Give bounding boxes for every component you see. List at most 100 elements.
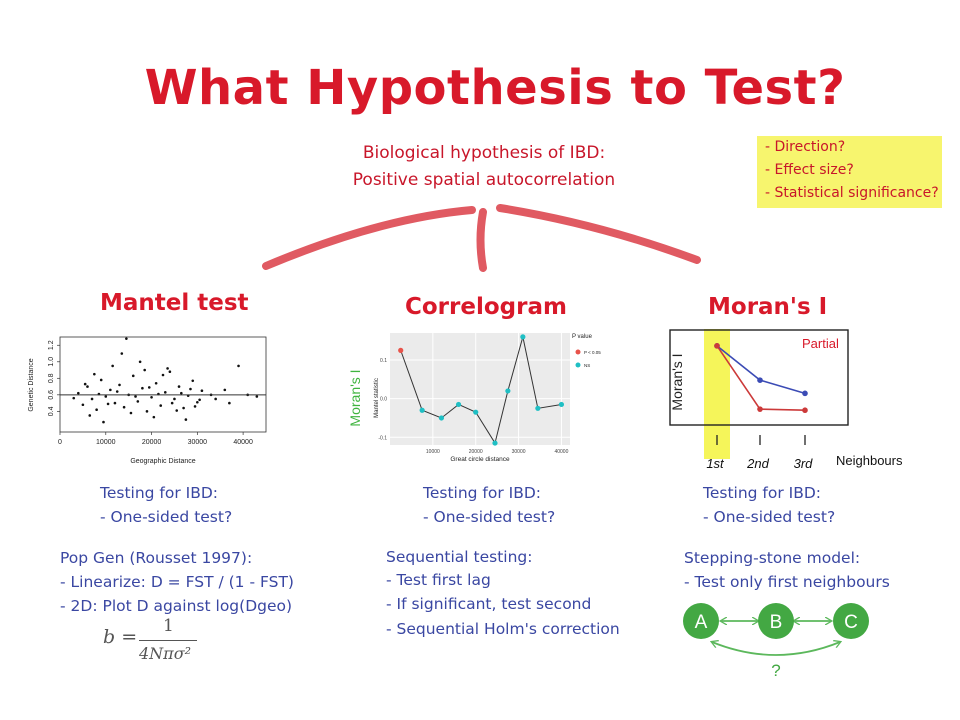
legend-marker-ns bbox=[575, 362, 581, 368]
correlogram-testing-2: - One-sided test? bbox=[423, 508, 556, 526]
moran-note-2: - Test only first neighbours bbox=[684, 573, 890, 591]
scatter-point bbox=[109, 388, 112, 392]
scatter-point bbox=[182, 406, 185, 410]
mantel-scatter-plot: 0 10000 20000 30000 40000 0.4 0.6 0.8 1.0 1.2 Ge… bbox=[28, 336, 267, 465]
scatter-point bbox=[189, 387, 192, 391]
scatter-point bbox=[131, 374, 135, 378]
page-title: What Hypothesis to Test? bbox=[144, 60, 846, 116]
heading-mantel: Mantel test bbox=[100, 290, 249, 316]
correlogram-point bbox=[398, 347, 404, 353]
scatter-point bbox=[125, 337, 128, 340]
correlogram-note-3: - If significant, test second bbox=[386, 595, 592, 613]
legend-label-significant: P < 0.05 bbox=[584, 350, 601, 355]
scatter-xtick-label: 30000 bbox=[188, 439, 208, 446]
branch-center bbox=[476, 208, 487, 272]
legend-marker-significant bbox=[575, 349, 581, 355]
scatter-point bbox=[118, 383, 121, 387]
scatter-point bbox=[143, 368, 146, 372]
scatter-point bbox=[138, 360, 142, 364]
scatter-point bbox=[99, 378, 103, 382]
node-b bbox=[758, 603, 794, 639]
scatter-ytick-label: 0.8 bbox=[48, 373, 55, 383]
correlogram-point bbox=[505, 388, 511, 394]
scatter-point bbox=[104, 395, 108, 398]
scatter-point bbox=[175, 409, 179, 412]
moran-point bbox=[802, 407, 808, 414]
correlogram-testing-1: Testing for IBD: bbox=[423, 484, 542, 502]
scatter-point bbox=[150, 396, 153, 399]
scatter-point bbox=[115, 390, 119, 393]
scatter-point bbox=[90, 397, 94, 401]
hypothesis-line2: Positive spatial autocorrelation bbox=[352, 170, 616, 190]
node-c bbox=[833, 603, 869, 639]
scatter-point bbox=[214, 397, 217, 401]
scatter-ytick-label: 1.0 bbox=[48, 357, 55, 367]
scatter-point bbox=[141, 386, 144, 390]
mantel-note-3: - 2D: Plot D against log(Dgeo) bbox=[60, 597, 293, 615]
mantel-testing-2: - One-sided test? bbox=[100, 508, 233, 526]
correlogram-point bbox=[419, 407, 425, 413]
node-c-label: C bbox=[844, 612, 858, 633]
scatter-point bbox=[122, 405, 126, 409]
correlogram-xtick-label: 40000 bbox=[554, 449, 568, 455]
correlogram-point bbox=[492, 440, 498, 446]
question-mark: ? bbox=[771, 661, 780, 680]
legend-label-ns: NS bbox=[584, 363, 590, 368]
scatter-point bbox=[95, 408, 98, 411]
scatter-point bbox=[200, 389, 204, 392]
scatter-point bbox=[145, 410, 149, 413]
correlogram-xtick-label: 10000 bbox=[426, 449, 440, 455]
scatter-point bbox=[136, 400, 140, 403]
moran-annotation: Partial bbox=[802, 336, 839, 351]
scatter-point bbox=[170, 401, 174, 405]
correlogram-xtick-label: 30000 bbox=[512, 449, 526, 455]
scatter-point bbox=[93, 372, 96, 376]
mantel-note-2: - Linearize: D = FST / (1 - FST) bbox=[60, 573, 294, 591]
moran-xtick-label: 2nd bbox=[746, 456, 769, 471]
correlogram-point bbox=[438, 415, 445, 421]
correlogram-point bbox=[535, 405, 541, 411]
moran-point bbox=[802, 390, 808, 397]
scatter-point bbox=[147, 386, 151, 389]
scatter-point bbox=[193, 405, 197, 408]
scatter-point bbox=[191, 379, 195, 383]
moran-series-line-1 bbox=[716, 345, 806, 395]
scatter-frame bbox=[59, 336, 267, 433]
scatter-point bbox=[86, 385, 89, 388]
moran-point bbox=[757, 406, 763, 412]
node-a bbox=[683, 603, 719, 639]
correlogram-note-4: - Sequential Holm's correction bbox=[386, 620, 620, 638]
moran-frame bbox=[669, 329, 849, 426]
scatter-point bbox=[223, 388, 227, 392]
formula-lhs: b = bbox=[103, 626, 138, 648]
correlogram-ytick-label: 0.1 bbox=[380, 358, 387, 364]
rousset-formula: b = 1 4Nπσ² bbox=[103, 614, 223, 670]
scatter-point bbox=[166, 367, 169, 370]
scatter-ytick-label: 0.6 bbox=[48, 390, 55, 400]
scatter-point bbox=[88, 414, 92, 417]
scatter-ytick-label: 0.4 bbox=[48, 406, 55, 416]
correlogram-outer-ylabel: Moran's I bbox=[347, 369, 363, 426]
scatter-point bbox=[129, 411, 133, 415]
questions-note: - Direction? - Effect size? - Statistica… bbox=[757, 136, 942, 208]
correlogram-ytick-label: -0.1 bbox=[378, 435, 387, 441]
correlogram-xtick-label: 20000 bbox=[469, 449, 483, 455]
stepping-stone-diagram: A B C ? bbox=[683, 603, 869, 680]
scatter-xtick-label: 20000 bbox=[142, 439, 162, 446]
scatter-point bbox=[159, 404, 163, 407]
scatter-point bbox=[120, 352, 124, 355]
scatter-point bbox=[154, 381, 158, 385]
moran-xtick-label: 1st bbox=[706, 456, 725, 471]
scatter-ytick-label: 1.2 bbox=[48, 340, 55, 350]
scatter-point bbox=[134, 395, 137, 398]
scatter-ylabel: Genetic Distance bbox=[28, 358, 35, 411]
moran-note-1: Stepping-stone model: bbox=[684, 549, 861, 567]
branch-connectors bbox=[262, 204, 701, 272]
question-effect-size: - Effect size? bbox=[765, 162, 854, 178]
scatter-point bbox=[81, 403, 85, 407]
scatter-point bbox=[255, 395, 259, 398]
heading-moran: Moran's I bbox=[708, 294, 828, 320]
scatter-point bbox=[196, 400, 199, 404]
scatter-point bbox=[184, 418, 188, 421]
moran-testing-1: Testing for IBD: bbox=[703, 484, 822, 502]
